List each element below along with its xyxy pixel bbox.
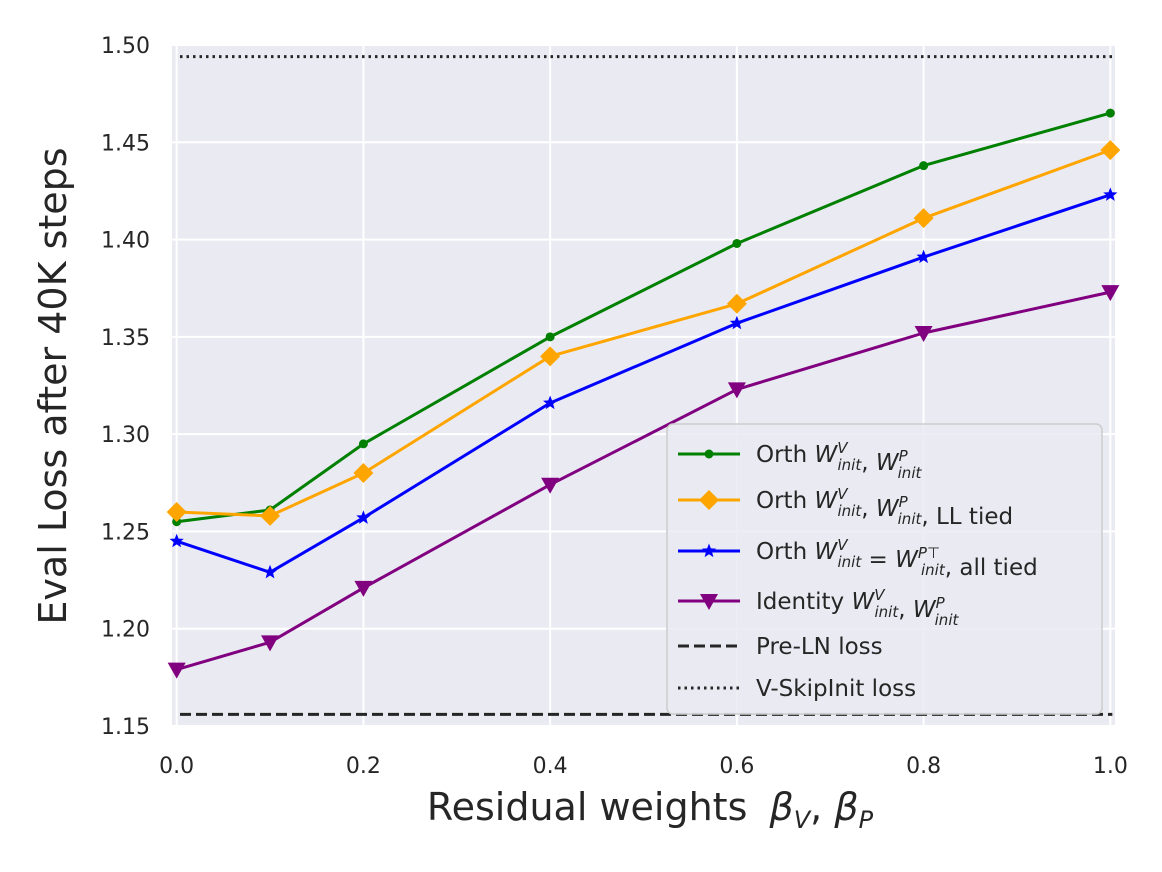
- legend-box: [666, 423, 1103, 715]
- data-point: [356, 510, 371, 524]
- data-point: [729, 315, 744, 330]
- data-point: [919, 161, 929, 171]
- legend-label: Identity WV init, WP init: [756, 586, 959, 629]
- data-point: [916, 249, 931, 264]
- x-tick-label: 0.8: [906, 754, 941, 779]
- series-3: [169, 187, 1118, 579]
- data-point: [543, 395, 558, 410]
- legend-entry-v-skipinit-loss: V-SkipInit loss: [678, 676, 916, 702]
- legend-label: Orth WV init = WP⊤ init, all tied: [756, 536, 1038, 581]
- y-axis-label: Eval Loss after 40K steps: [31, 147, 75, 624]
- data-point: [1101, 285, 1120, 302]
- x-tick-label: 0.6: [719, 754, 754, 779]
- data-point: [261, 635, 280, 652]
- data-point: [169, 533, 184, 548]
- series-group: [166, 108, 1121, 679]
- data-point: [540, 346, 561, 367]
- x-axis-subscript-v: V: [794, 806, 812, 834]
- legend-label: Orth WV init, WP init, LL tied: [756, 485, 1013, 530]
- data-point: [914, 325, 933, 342]
- data-point: [1100, 140, 1121, 161]
- legend-marker: [699, 490, 719, 510]
- y-tick-label: 1.30: [101, 423, 150, 448]
- data-point: [732, 238, 742, 248]
- data-point: [358, 439, 368, 449]
- data-point: [167, 662, 186, 679]
- x-tick-label: 0.2: [346, 754, 381, 779]
- x-axis-symbol-beta-p: β: [833, 785, 858, 829]
- series-2: [166, 140, 1121, 526]
- x-axis-label-text: Residual weights: [427, 785, 747, 829]
- series-4: [167, 285, 1120, 679]
- y-tick-label: 1.35: [101, 326, 150, 351]
- legend-entry-3: Orth WV init = WP⊤ init, all tied: [678, 536, 1038, 581]
- data-point: [545, 332, 555, 342]
- data-point: [262, 564, 278, 579]
- y-tick-label: 1.50: [101, 34, 150, 59]
- data-point: [166, 501, 187, 522]
- x-axis-subscript-p: P: [859, 806, 874, 834]
- data-point: [1103, 187, 1118, 201]
- y-tick-label: 1.15: [101, 715, 150, 740]
- legend-label: Orth WV init, WP init: [756, 439, 922, 482]
- data-point: [1105, 108, 1115, 118]
- data-point: [260, 505, 281, 526]
- data-point: [354, 580, 373, 597]
- data-point: [913, 208, 934, 229]
- y-tick-label: 1.45: [101, 131, 150, 156]
- x-tick-label: 0.0: [159, 754, 194, 779]
- y-tick-label: 1.40: [101, 229, 150, 254]
- data-point: [353, 463, 374, 484]
- legend-marker: [704, 449, 714, 459]
- data-point: [727, 382, 746, 399]
- data-point: [541, 477, 560, 494]
- x-tick-label: 1.0: [1093, 754, 1128, 779]
- y-tick-label: 1.20: [101, 618, 150, 643]
- x-tick-label: 0.4: [533, 754, 568, 779]
- x-axis-symbol-beta-v: β: [768, 785, 793, 829]
- legend-entry-2: Orth WV init, WP init, LL tied: [678, 485, 1013, 530]
- tick-labels: 0.0 0.2 0.4 0.6 0.8 1.0 1.15 1.20 1.25 1.30 1.35 1.…: [101, 34, 1128, 779]
- legend-marker: [700, 594, 718, 610]
- data-point: [726, 293, 747, 314]
- legend-label: Pre-LN loss: [756, 634, 883, 660]
- legend-entry-1: Orth WV init, WP init: [678, 439, 922, 482]
- y-tick-label: 1.25: [101, 520, 150, 545]
- legend-marker: [701, 543, 717, 558]
- legend-entry-4: Identity WV init, WP init: [678, 586, 959, 629]
- legend-entry-pre-ln-loss: Pre-LN loss: [678, 634, 883, 660]
- x-axis-label: Residual weights βV, βP: [427, 785, 874, 834]
- legend-label: V-SkipInit loss: [756, 676, 916, 702]
